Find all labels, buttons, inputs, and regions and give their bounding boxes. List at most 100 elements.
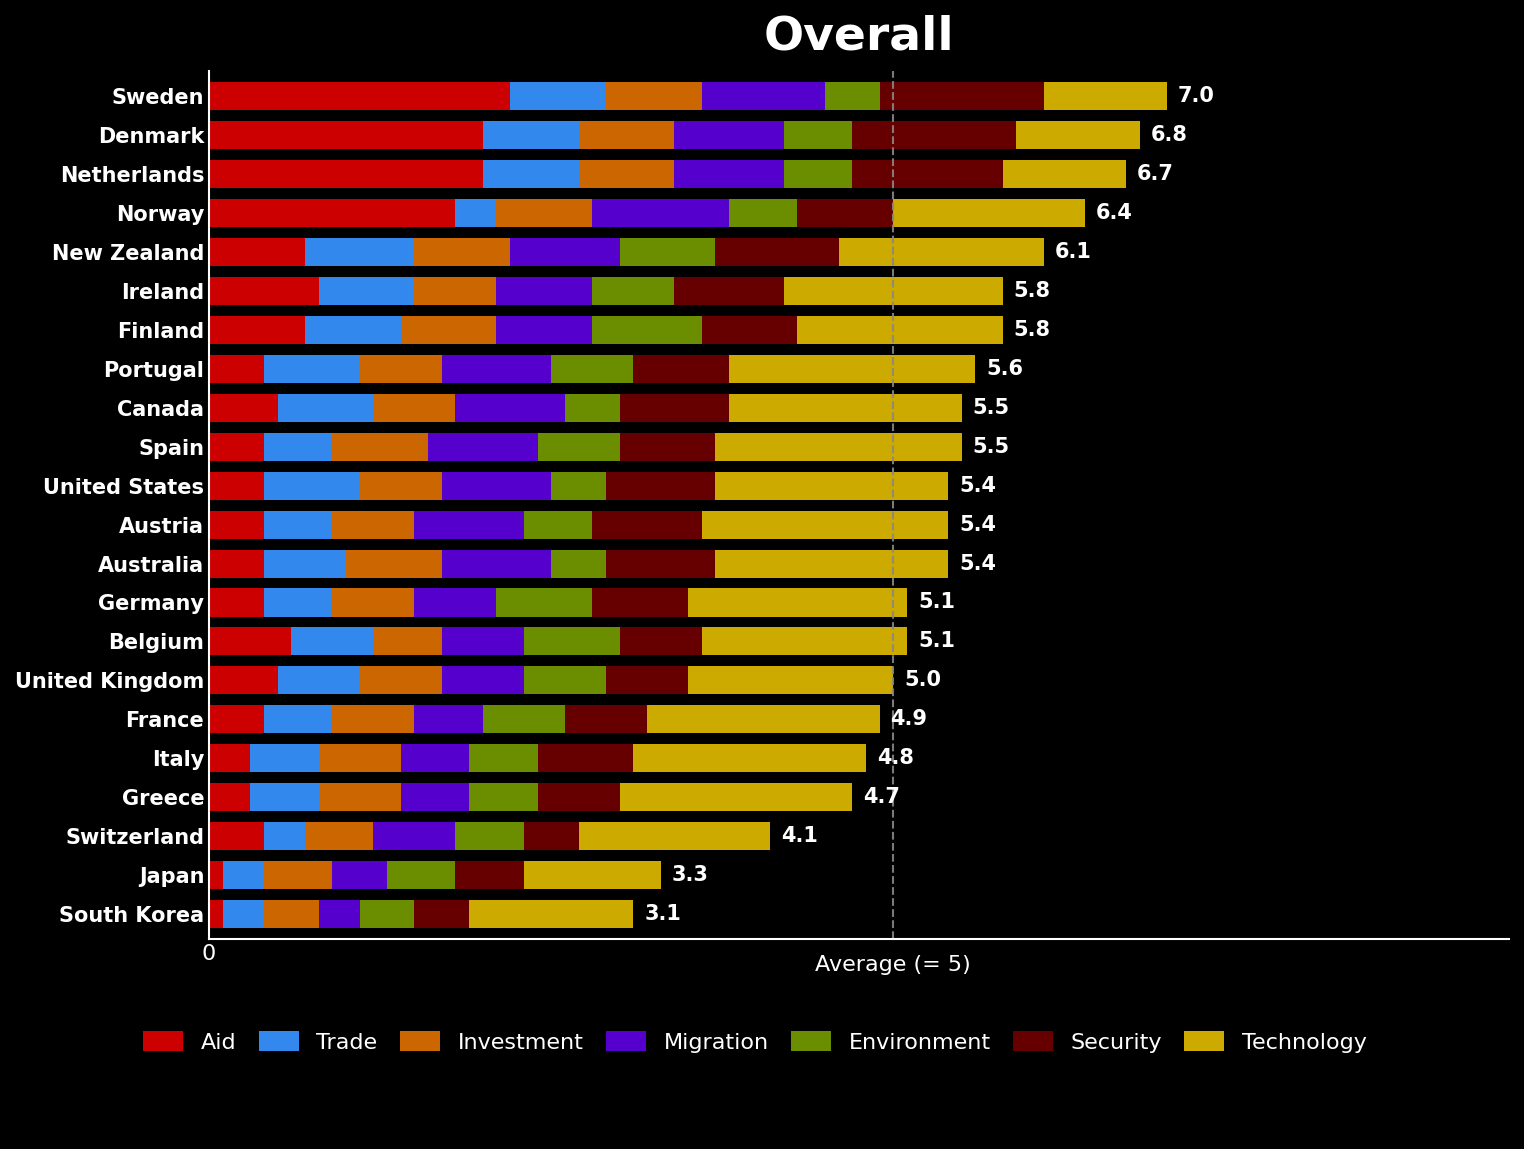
Bar [701,510,948,539]
Bar [401,745,469,772]
Bar [469,745,538,772]
Bar [538,745,634,772]
Bar [579,121,674,149]
Bar [715,471,948,500]
Bar [497,277,593,304]
Text: 5.0: 5.0 [904,670,942,691]
Bar [209,861,223,889]
Bar [373,627,442,655]
Bar [346,549,442,578]
Text: 5.4: 5.4 [959,476,997,495]
Bar [415,705,483,733]
Bar [250,784,319,811]
Bar [209,666,277,694]
Bar [579,823,770,850]
Bar [442,627,524,655]
Bar [319,784,401,811]
Bar [209,784,250,811]
Bar [634,745,866,772]
Bar [442,471,552,500]
Bar [209,900,223,928]
Text: 4.8: 4.8 [876,748,914,769]
Bar [209,82,511,110]
Bar [360,471,442,500]
Bar [456,823,524,850]
Text: 6.4: 6.4 [1096,203,1132,223]
Bar [701,316,797,344]
Bar [415,900,469,928]
Bar [483,121,579,149]
Bar [607,471,715,500]
Bar [674,160,783,188]
Bar [687,588,907,617]
Bar [209,121,483,149]
Bar [593,277,674,304]
Bar [715,549,948,578]
Bar [442,355,552,383]
Bar [209,823,264,850]
Bar [209,510,264,539]
Bar [332,510,415,539]
Bar [319,277,415,304]
Bar [209,277,319,304]
Bar [674,121,783,149]
Bar [401,316,497,344]
Bar [360,900,415,928]
Text: 4.9: 4.9 [890,709,928,730]
Bar [497,199,593,228]
Bar [620,394,728,422]
Bar [223,861,264,889]
Bar [456,394,565,422]
Bar [264,705,332,733]
Bar [277,394,373,422]
Bar [332,588,415,617]
Bar [538,784,620,811]
Bar [442,666,524,694]
Bar [305,238,415,265]
Bar [291,627,373,655]
Bar [715,433,962,461]
Text: 5.8: 5.8 [1013,319,1050,340]
Bar [852,160,1003,188]
Bar [701,82,824,110]
Bar [209,355,264,383]
Bar [728,355,975,383]
Bar [415,277,497,304]
Text: 4.1: 4.1 [782,826,818,846]
Bar [456,861,524,889]
Bar [565,705,648,733]
Bar [797,316,1003,344]
Bar [674,277,783,304]
Bar [852,121,1017,149]
Bar [209,745,250,772]
Bar [620,433,715,461]
Legend: Aid, Trade, Investment, Migration, Environment, Security, Technology: Aid, Trade, Investment, Migration, Envir… [133,1020,1378,1064]
Bar [593,199,728,228]
Bar [538,433,620,461]
Bar [620,627,701,655]
Bar [879,82,1044,110]
Bar [565,394,620,422]
Bar [483,160,579,188]
Bar [456,199,497,228]
Bar [607,549,715,578]
Bar [469,784,538,811]
Bar [607,666,687,694]
Text: 5.5: 5.5 [972,398,1010,418]
Text: 3.3: 3.3 [672,865,709,885]
Bar [824,82,879,110]
Bar [415,510,524,539]
Bar [264,549,346,578]
Bar [687,666,893,694]
Title: Overall: Overall [764,15,954,60]
Bar [401,784,469,811]
Bar [209,238,305,265]
Bar [442,549,552,578]
Text: 5.5: 5.5 [972,437,1010,456]
Bar [511,238,620,265]
Bar [701,627,907,655]
Bar [250,745,319,772]
Bar [524,823,579,850]
Bar [305,823,373,850]
Bar [373,394,456,422]
